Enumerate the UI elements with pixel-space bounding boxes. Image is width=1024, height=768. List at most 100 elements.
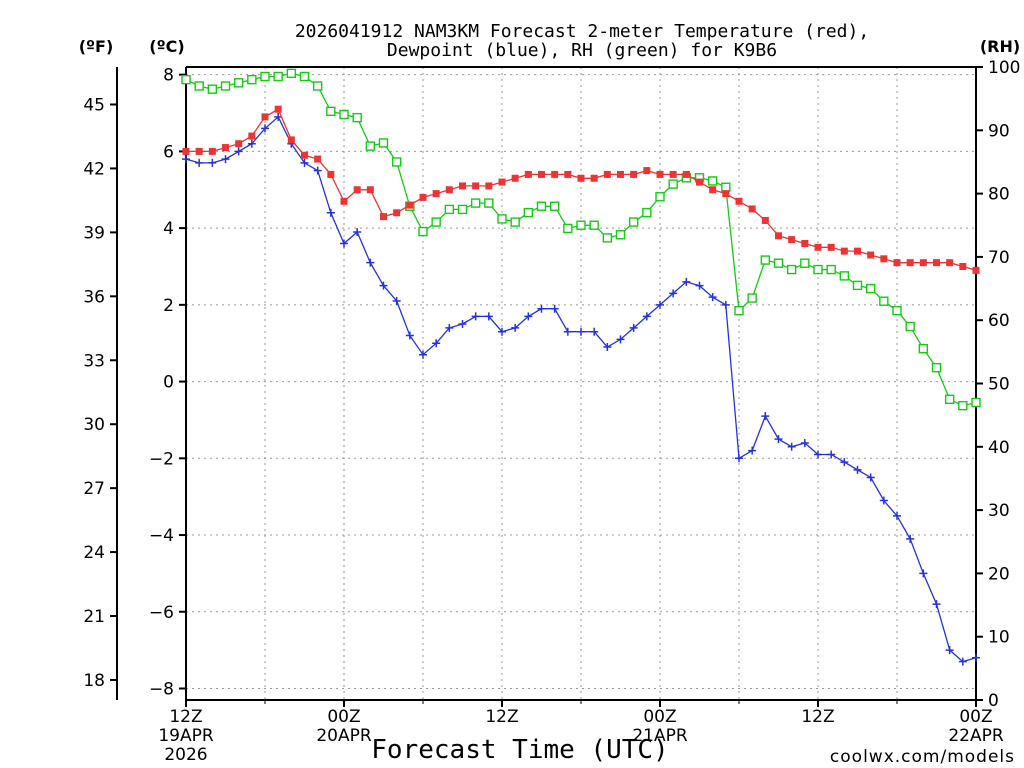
rh-point: [339, 109, 349, 120]
dewpoint-point: [577, 327, 585, 336]
temperature-point: [919, 259, 927, 267]
credit-text: coolwx.com/models: [830, 747, 1015, 767]
dewpoint-series: [182, 112, 980, 666]
rh-point: [931, 362, 942, 373]
temperature-point: [511, 174, 519, 182]
temperature-point: [314, 155, 322, 163]
dewpoint-point: [419, 350, 427, 359]
dewpoint-point: [537, 304, 546, 313]
temperature-point: [301, 151, 308, 159]
temperature-point: [827, 243, 835, 251]
rh-point: [892, 306, 902, 316]
rh-point: [326, 106, 336, 117]
temperature-point: [709, 186, 717, 194]
rh-tick-label: 40: [988, 438, 1010, 458]
rh-point: [707, 176, 718, 186]
dewpoint-point: [498, 327, 506, 336]
fahrenheit-unit-label: (ºF): [79, 37, 114, 56]
rh-point: [273, 71, 283, 82]
x-tick-label-time: 12Z: [485, 707, 518, 727]
rh-point: [747, 293, 757, 303]
celsius-tick-label: 0: [163, 373, 174, 393]
celsius-tick-label: 4: [163, 219, 174, 239]
dewpoint-point: [182, 155, 190, 164]
rh-point: [470, 198, 481, 208]
fahrenheit-tick-label: 36: [83, 287, 105, 307]
dewpoint-point: [603, 343, 612, 352]
x-tick-label-time: 00Z: [643, 707, 676, 727]
x-tick-label-date: 20APR: [316, 726, 372, 746]
x-tick-label-date: 21APR: [632, 726, 688, 746]
x-tick-label-time: 00Z: [959, 707, 992, 727]
temperature-point: [195, 147, 203, 155]
dewpoint-point: [511, 323, 520, 332]
dewpoint-point: [524, 312, 533, 321]
temperature-point: [840, 247, 848, 255]
dewpoint-point: [563, 327, 572, 336]
fahrenheit-tick-label: 33: [83, 351, 105, 371]
rh-point: [299, 71, 310, 82]
temperature-point: [538, 170, 545, 178]
temperature-point: [248, 132, 256, 140]
temperature-point: [682, 170, 690, 178]
rh-point: [615, 230, 626, 240]
rh-point: [721, 182, 731, 192]
rh-point: [865, 283, 876, 294]
rh-tick-label: 60: [988, 311, 1010, 331]
rh-point: [536, 201, 547, 211]
dewpoint-point: [761, 412, 770, 421]
temperature-point: [485, 182, 493, 190]
dewpoint-point: [590, 327, 599, 336]
temperature-point: [380, 213, 387, 221]
temperature-point: [946, 259, 954, 267]
rh-point: [800, 258, 810, 268]
dewpoint-point: [721, 300, 730, 309]
fahrenheit-tick-label: 30: [83, 415, 105, 435]
chart-title-line1: 2026041912 NAM3KM Forecast 2-meter Tempe…: [295, 21, 869, 42]
temperature-point: [182, 147, 190, 155]
fahrenheit-tick-label: 27: [83, 479, 105, 499]
temperature-point: [669, 170, 677, 178]
fahrenheit-tick-label: 18: [83, 671, 105, 691]
celsius-tick-label: −4: [149, 526, 174, 546]
temperature-point: [761, 216, 769, 224]
temperature-point: [524, 170, 532, 178]
temperature-point: [274, 105, 282, 113]
series-layer: [181, 68, 981, 666]
dewpoint-point: [432, 339, 441, 348]
rh-tick-label: 0: [988, 691, 999, 711]
dewpoint-point: [484, 312, 493, 321]
dewpoint-point: [616, 335, 625, 344]
dewpoint-point: [695, 281, 704, 290]
dewpoint-point: [471, 312, 480, 321]
dewpoint-point: [366, 258, 375, 267]
rh-point: [576, 220, 586, 230]
rh-point: [378, 138, 389, 148]
rh-point: [194, 81, 204, 91]
fahrenheit-tick-label: 21: [83, 607, 105, 627]
dewpoint-point: [932, 600, 941, 609]
temperature-series: [182, 105, 980, 274]
temperature-point: [735, 197, 743, 205]
temperature-point: [630, 170, 638, 178]
celsius-tick-label: 6: [163, 142, 174, 162]
dewpoint-point: [458, 320, 467, 329]
dewpoint-point: [879, 496, 888, 505]
celsius-tick-label: −2: [149, 449, 174, 469]
dewpoint-point: [735, 454, 743, 463]
fahrenheit-tick-label: 45: [83, 96, 105, 116]
temperature-point: [590, 174, 598, 182]
dewpoint-point: [708, 293, 717, 302]
temperature-point: [261, 113, 269, 121]
rh-point: [839, 271, 850, 281]
rh-tick-label: 30: [988, 501, 1010, 521]
rh-point: [286, 68, 297, 79]
dewpoint-point: [919, 569, 928, 578]
dewpoint-point: [945, 646, 954, 655]
temperature-point: [696, 178, 703, 186]
temperature-point: [617, 170, 624, 178]
temperature-point: [577, 174, 585, 182]
rh-point: [905, 321, 915, 332]
rh-point: [642, 207, 652, 218]
dewpoint-point: [800, 438, 809, 447]
